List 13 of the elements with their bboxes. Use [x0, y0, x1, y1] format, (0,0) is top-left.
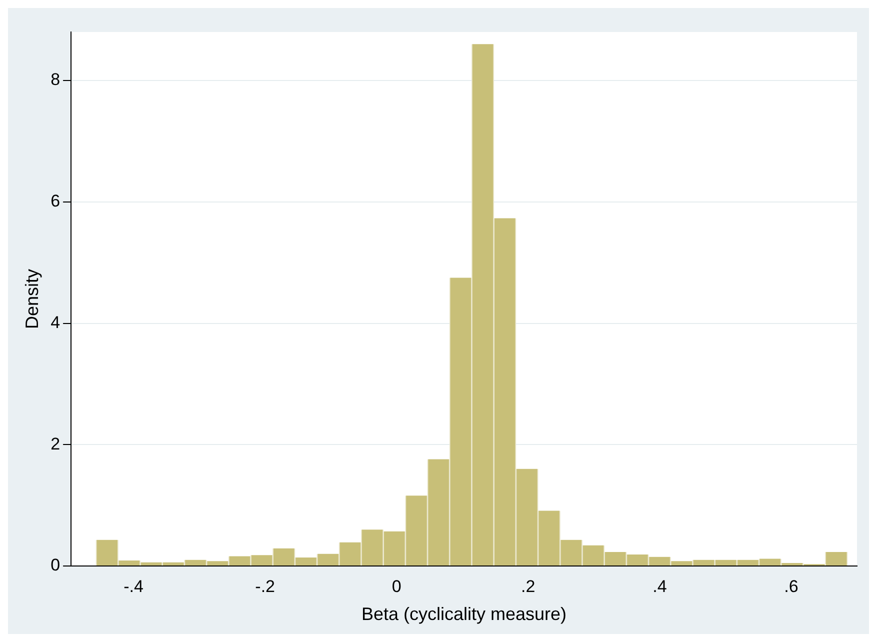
x-tick-label: .6	[784, 576, 798, 596]
x-axis-title: Beta (cyclicality measure)	[361, 604, 567, 624]
y-tick-label: 8	[50, 70, 60, 90]
y-tick-label: 2	[50, 434, 60, 454]
x-tick-label: -.4	[124, 576, 144, 596]
y-tick-label: 0	[50, 556, 60, 575]
x-tick-label: .4	[652, 576, 667, 596]
y-tick-label: 6	[50, 192, 60, 211]
x-tick-label: -.2	[255, 576, 275, 596]
y-axis-title: Density	[22, 268, 42, 330]
x-tick-label: 0	[392, 576, 402, 596]
y-tick-label: 4	[50, 312, 60, 332]
x-tick-label: .2	[521, 576, 536, 596]
